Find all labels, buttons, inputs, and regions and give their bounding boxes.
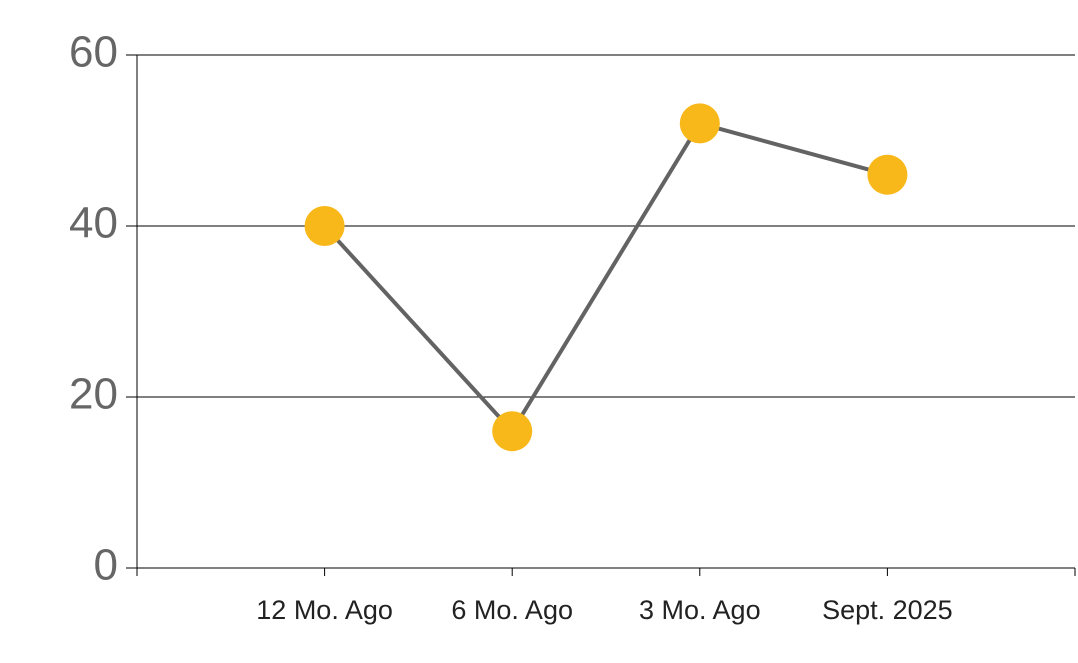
y-tick-label: 60 xyxy=(69,28,118,77)
x-tick-label: 12 Mo. Ago xyxy=(256,595,393,625)
marker xyxy=(867,154,908,195)
y-tick-label: 20 xyxy=(69,370,118,419)
marker xyxy=(304,206,345,246)
x-tick-label: 6 Mo. Ago xyxy=(451,595,573,625)
y-tick-label: 0 xyxy=(94,541,118,590)
line xyxy=(323,121,888,435)
x-tick-label: Sept. 2025 xyxy=(822,595,953,625)
marker xyxy=(492,411,533,452)
y-tick-label: 40 xyxy=(69,199,118,248)
x-tick-label: 3 Mo. Ago xyxy=(639,595,761,625)
marker xyxy=(679,103,720,144)
